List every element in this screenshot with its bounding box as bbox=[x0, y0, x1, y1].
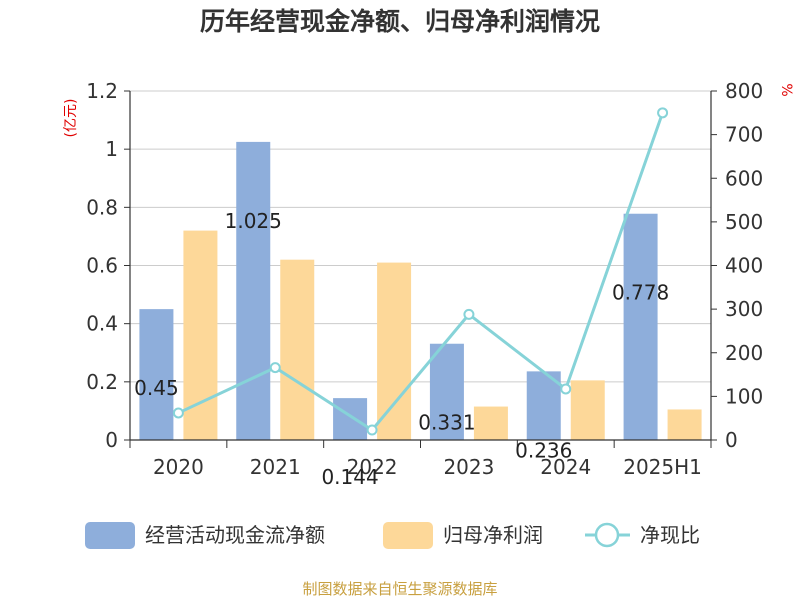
cash-flow-bar bbox=[236, 141, 271, 441]
left-tick-label: 1.2 bbox=[86, 79, 118, 103]
x-tick-label: 2020 bbox=[153, 455, 204, 479]
net-profit-bar bbox=[377, 262, 412, 440]
cash-flow-data-label: 0.144 bbox=[321, 465, 378, 489]
left-tick-label: 0.6 bbox=[86, 254, 118, 278]
legend-marker-ratio bbox=[594, 522, 620, 548]
cash-flow-data-label: 0.236 bbox=[515, 438, 572, 462]
right-tick-label: 200 bbox=[725, 341, 763, 365]
right-tick-label: 800 bbox=[725, 79, 763, 103]
cash-flow-data-label: 0.331 bbox=[418, 411, 475, 435]
right-tick-label: 100 bbox=[725, 384, 763, 408]
legend-label-net-profit: 归母净利润 bbox=[443, 523, 543, 547]
cash-flow-bar bbox=[333, 398, 368, 440]
left-tick-label: 1 bbox=[105, 137, 118, 161]
left-tick-label: 0.2 bbox=[86, 370, 118, 394]
ratio-line bbox=[172, 107, 669, 436]
right-tick-label: 500 bbox=[725, 210, 763, 234]
x-tick-label: 2024 bbox=[540, 455, 591, 479]
x-tick-label: 2025H1 bbox=[623, 455, 702, 479]
data-labels: 0.45 1.025 0.144 0.331 0.236 0.778 bbox=[134, 209, 669, 489]
net-profit-bar bbox=[667, 409, 702, 440]
axes: 0 0.2 0.4 0.6 0.8 1 1.2 0 100 200 300 400 500 600 700 8… bbox=[86, 79, 763, 479]
left-axis-unit: (亿元) bbox=[63, 99, 79, 138]
legend: 经营活动现金流净额 归母净利润 净现比 bbox=[85, 522, 700, 549]
right-axis-unit: % bbox=[778, 83, 794, 96]
legend-label-cash-flow: 经营活动现金流净额 bbox=[145, 523, 325, 547]
net-profit-bar bbox=[570, 380, 605, 440]
right-tick-label: 300 bbox=[725, 297, 763, 321]
grid bbox=[130, 90, 711, 383]
ratio-point bbox=[269, 362, 281, 374]
x-tick-label: 2022 bbox=[347, 455, 398, 479]
right-tick-label: 700 bbox=[725, 123, 763, 147]
cash-flow-bar bbox=[429, 343, 464, 440]
legend-swatch-net-profit bbox=[383, 522, 433, 549]
cash-flow-data-label: 0.778 bbox=[612, 281, 669, 305]
ratio-point bbox=[560, 383, 572, 395]
cash-flow-bar bbox=[623, 213, 658, 440]
bars bbox=[139, 141, 702, 441]
x-tick-label: 2021 bbox=[250, 455, 301, 479]
left-tick-label: 0.8 bbox=[86, 195, 118, 219]
ratio-line-path bbox=[177, 112, 664, 432]
ratio-point bbox=[172, 407, 184, 419]
net-profit-bar bbox=[183, 230, 218, 440]
ratio-point bbox=[366, 424, 378, 436]
chart-title: 历年经营现金净额、归母净利润情况 bbox=[200, 7, 600, 36]
cash-flow-data-label: 1.025 bbox=[225, 209, 282, 233]
ratio-point bbox=[463, 308, 475, 320]
right-tick-label: 400 bbox=[725, 254, 763, 278]
cash-flow-bar bbox=[526, 371, 561, 440]
cash-flow-data-label: 0.45 bbox=[134, 376, 179, 400]
right-tick-label: 0 bbox=[725, 428, 738, 452]
legend-label-ratio: 净现比 bbox=[640, 523, 700, 547]
source-note: 制图数据来自恒生聚源数据库 bbox=[302, 580, 497, 598]
left-tick-label: 0.4 bbox=[86, 312, 118, 336]
cash-flow-bar bbox=[139, 309, 174, 440]
right-tick-label: 600 bbox=[725, 166, 763, 190]
x-tick-label: 2023 bbox=[443, 455, 494, 479]
legend-swatch-cash-flow bbox=[85, 522, 135, 549]
left-tick-label: 0 bbox=[105, 428, 118, 452]
ratio-point bbox=[657, 107, 669, 119]
net-profit-bar bbox=[473, 406, 508, 440]
net-profit-bar bbox=[280, 259, 315, 440]
